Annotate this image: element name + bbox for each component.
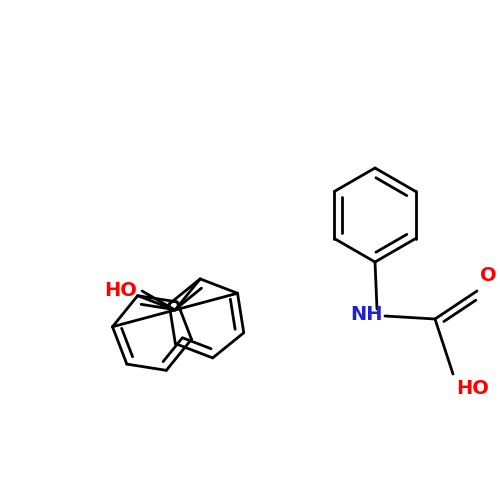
Text: HO: HO <box>456 379 489 398</box>
Text: HO: HO <box>104 282 137 300</box>
Text: O: O <box>480 266 496 285</box>
Text: NH: NH <box>351 304 384 324</box>
